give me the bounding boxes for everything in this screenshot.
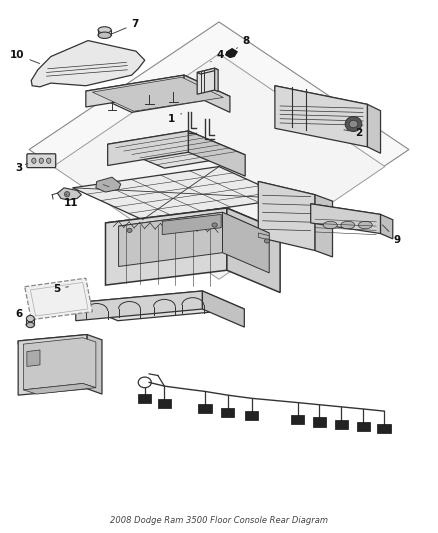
Polygon shape	[96, 177, 121, 192]
Ellipse shape	[349, 120, 358, 128]
Polygon shape	[275, 86, 367, 147]
Polygon shape	[197, 68, 215, 94]
Polygon shape	[188, 131, 245, 176]
Polygon shape	[381, 214, 393, 239]
Polygon shape	[23, 338, 96, 390]
Polygon shape	[258, 181, 315, 251]
Polygon shape	[18, 335, 87, 395]
Polygon shape	[184, 75, 230, 112]
Polygon shape	[25, 278, 92, 320]
FancyBboxPatch shape	[27, 154, 56, 167]
Polygon shape	[367, 104, 381, 154]
Polygon shape	[18, 335, 87, 344]
Ellipse shape	[345, 117, 362, 132]
Ellipse shape	[46, 158, 51, 164]
Polygon shape	[57, 188, 81, 200]
Ellipse shape	[127, 228, 132, 232]
Polygon shape	[227, 208, 280, 293]
FancyBboxPatch shape	[138, 393, 151, 402]
Polygon shape	[311, 204, 381, 233]
Ellipse shape	[341, 221, 355, 229]
Ellipse shape	[26, 316, 34, 322]
Ellipse shape	[39, 158, 43, 164]
Text: 2: 2	[344, 127, 362, 138]
FancyBboxPatch shape	[291, 415, 304, 424]
Ellipse shape	[265, 239, 270, 243]
Text: 1: 1	[168, 114, 182, 124]
Polygon shape	[162, 214, 221, 235]
FancyBboxPatch shape	[221, 408, 234, 417]
Text: 9: 9	[382, 225, 401, 245]
Ellipse shape	[32, 158, 36, 164]
Polygon shape	[106, 208, 280, 245]
Polygon shape	[106, 208, 227, 285]
Polygon shape	[73, 166, 289, 220]
Polygon shape	[215, 68, 218, 92]
Polygon shape	[92, 77, 223, 111]
Polygon shape	[119, 212, 223, 266]
FancyBboxPatch shape	[245, 411, 258, 420]
Text: 7: 7	[113, 19, 139, 34]
Polygon shape	[226, 49, 237, 58]
Polygon shape	[275, 86, 367, 110]
Polygon shape	[258, 181, 315, 198]
FancyBboxPatch shape	[198, 404, 212, 413]
Text: 10: 10	[10, 50, 39, 63]
Polygon shape	[108, 131, 188, 165]
Ellipse shape	[64, 191, 70, 197]
Text: 3: 3	[15, 163, 28, 173]
Ellipse shape	[26, 322, 34, 328]
Polygon shape	[315, 195, 332, 257]
FancyBboxPatch shape	[378, 424, 391, 433]
Polygon shape	[119, 212, 269, 247]
Polygon shape	[53, 54, 385, 279]
Polygon shape	[223, 212, 269, 273]
Ellipse shape	[98, 27, 111, 33]
FancyBboxPatch shape	[313, 417, 326, 426]
Polygon shape	[29, 22, 409, 277]
FancyBboxPatch shape	[335, 419, 348, 429]
Polygon shape	[202, 291, 244, 327]
Polygon shape	[27, 350, 40, 367]
Polygon shape	[76, 291, 202, 321]
Text: 6: 6	[15, 309, 26, 325]
Polygon shape	[86, 75, 184, 107]
Ellipse shape	[358, 221, 372, 229]
Polygon shape	[76, 291, 244, 321]
Text: 11: 11	[64, 194, 79, 208]
Polygon shape	[86, 75, 230, 112]
Text: 8: 8	[237, 36, 250, 49]
Polygon shape	[108, 131, 245, 168]
Polygon shape	[311, 204, 381, 217]
Polygon shape	[23, 383, 96, 394]
Polygon shape	[197, 68, 218, 74]
Text: 4: 4	[211, 50, 223, 62]
Text: 5: 5	[53, 284, 68, 294]
Ellipse shape	[212, 223, 217, 227]
Ellipse shape	[323, 221, 337, 229]
FancyBboxPatch shape	[357, 422, 370, 431]
Polygon shape	[31, 41, 145, 87]
Ellipse shape	[98, 32, 111, 38]
Text: 2008 Dodge Ram 3500 Floor Console Rear Diagram: 2008 Dodge Ram 3500 Floor Console Rear D…	[110, 516, 328, 525]
Polygon shape	[87, 335, 102, 394]
FancyBboxPatch shape	[158, 399, 171, 408]
Polygon shape	[258, 233, 269, 240]
